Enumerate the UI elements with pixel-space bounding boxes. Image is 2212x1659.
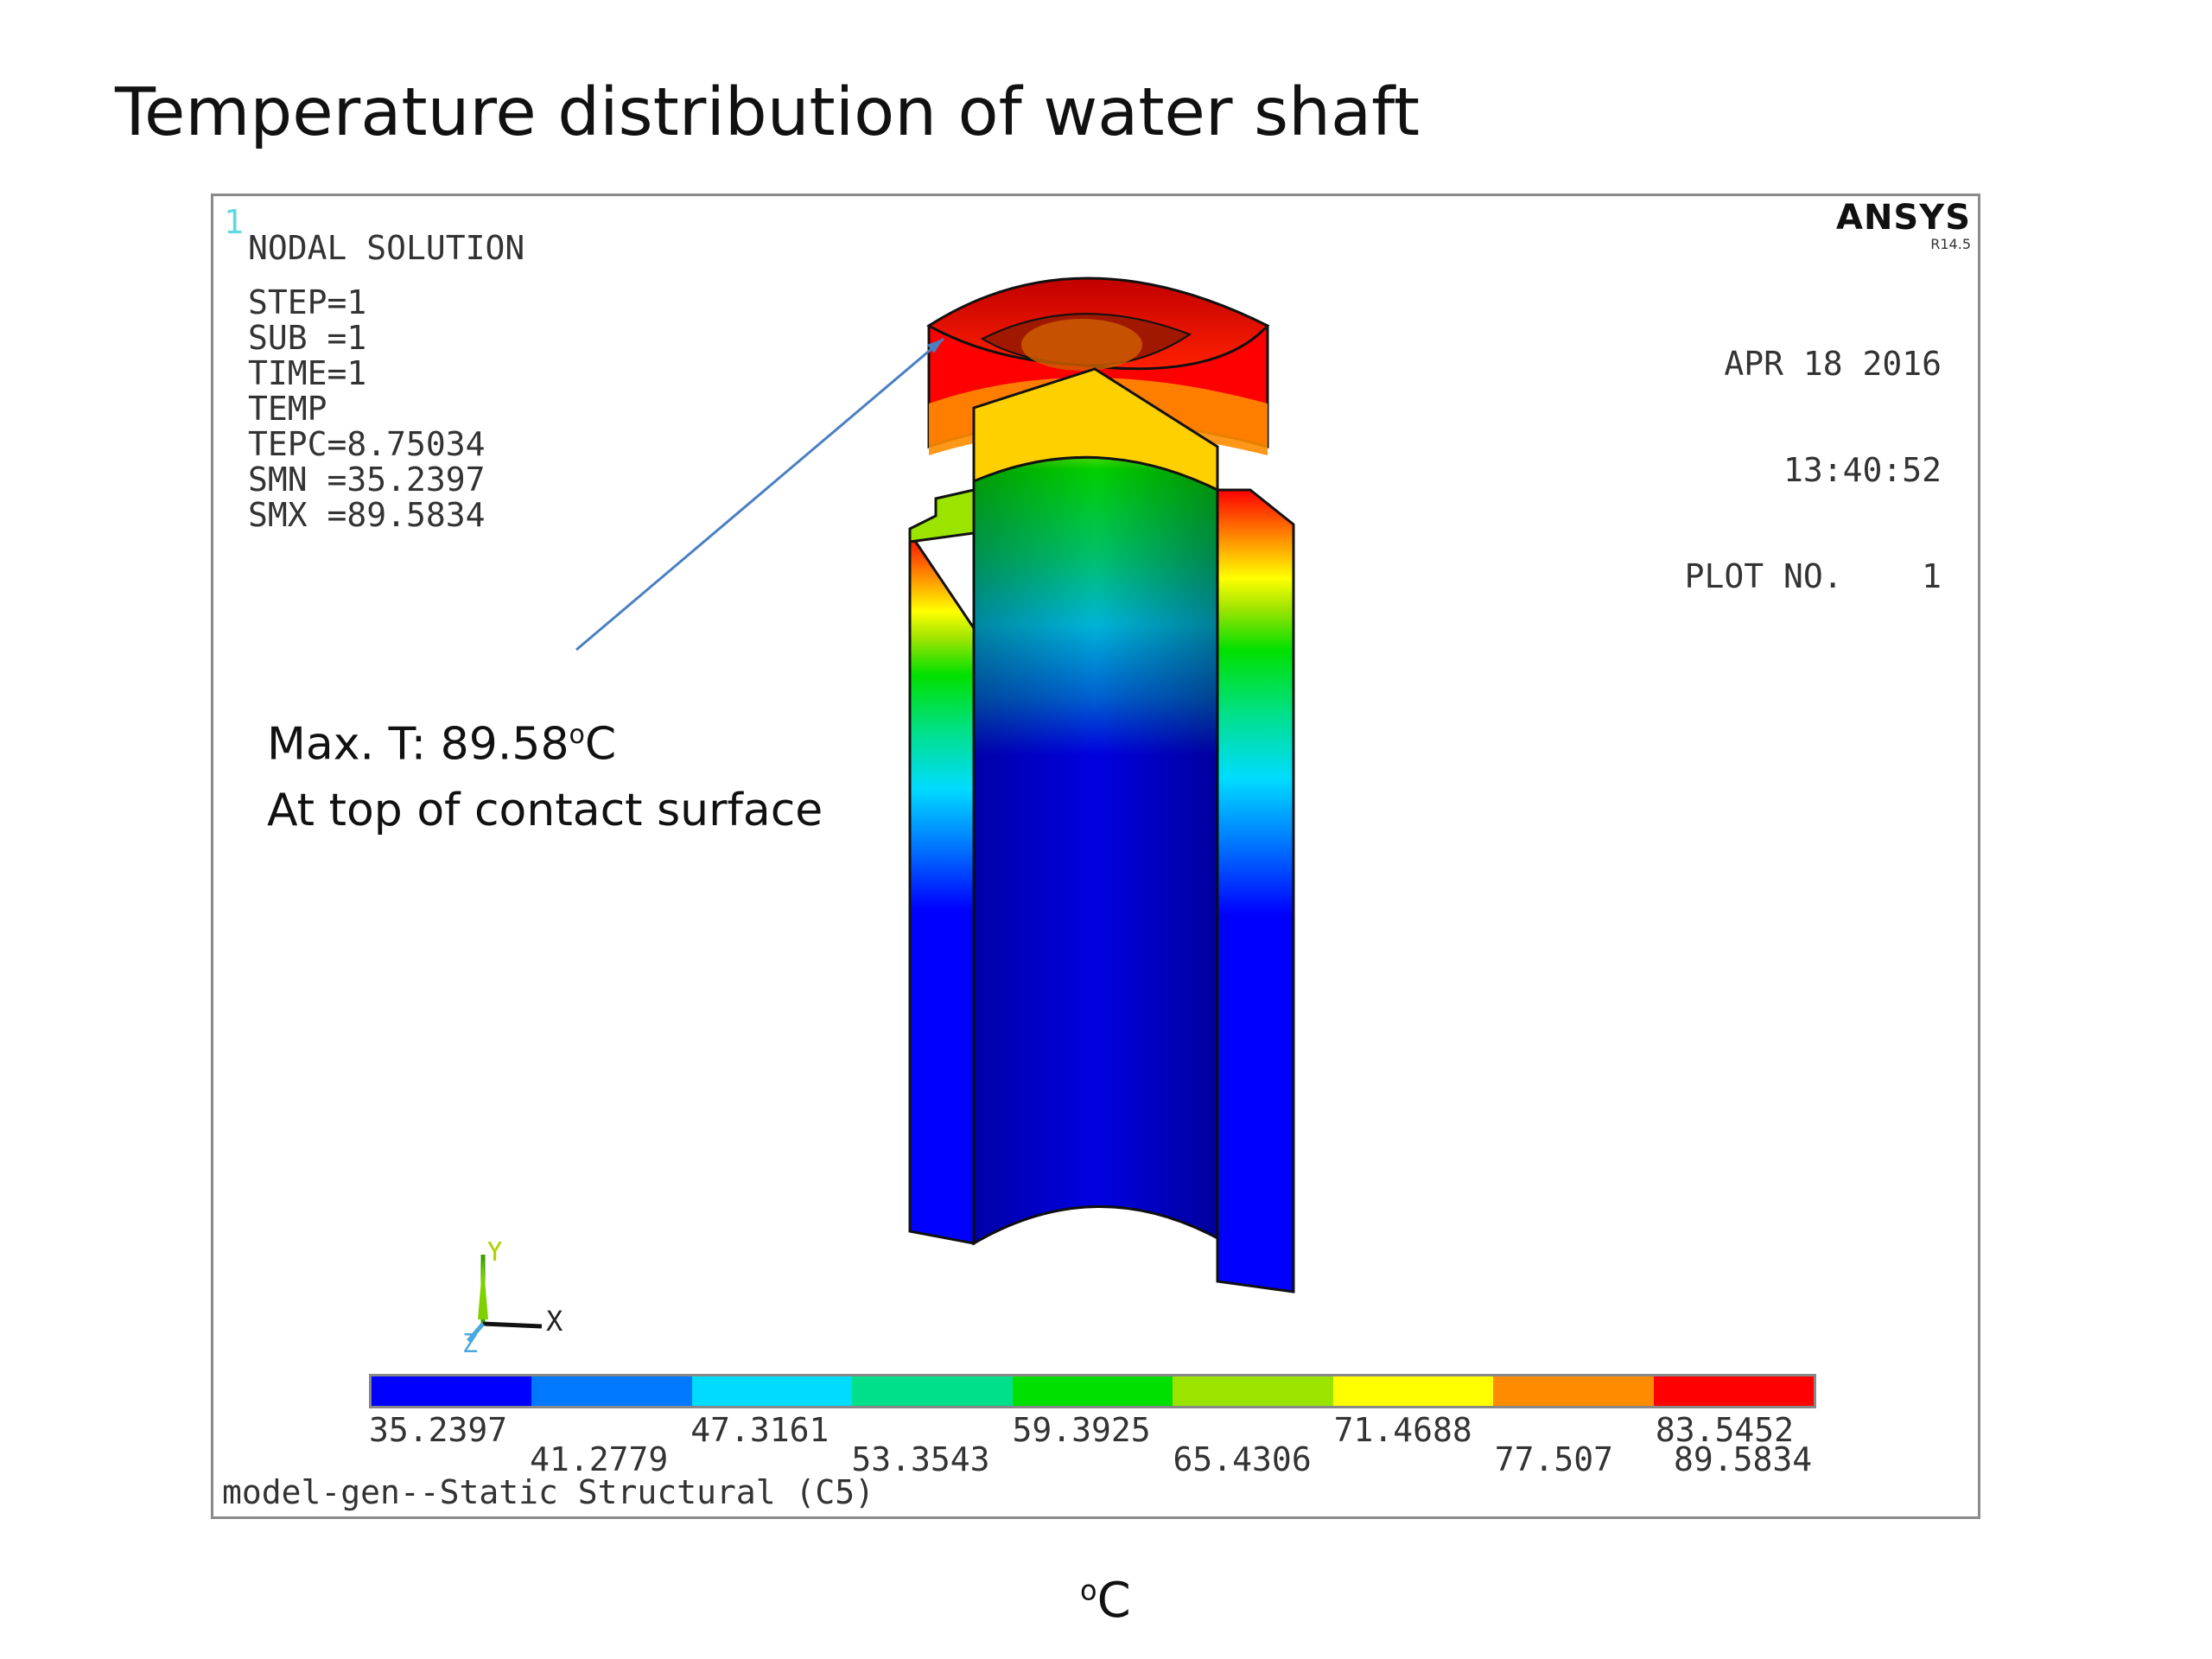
temperature-color-legend (369, 1374, 1816, 1408)
ansys-plot-window: 1 NODAL SOLUTION STEP=1 SUB =1 TIME=1 TEMP T… (211, 194, 1980, 1519)
color-legend-segment (372, 1376, 532, 1406)
plot-number-label: PLOT NO. (1684, 557, 1843, 595)
color-legend-segment (1173, 1376, 1333, 1406)
annotation-unit: C (584, 718, 617, 771)
solution-info-line: TEPC=8.75034 (248, 425, 486, 463)
solution-info: NODAL SOLUTION STEP=1 SUB =1 TIME=1 TEMP TEP… (248, 231, 524, 533)
annotation-line-1: Max. T: 89.58oC (267, 702, 823, 778)
solution-info-line: TIME=1 (248, 354, 367, 392)
color-legend-tick-label: 59.3925 (1012, 1411, 1151, 1449)
color-legend-segment (1332, 1376, 1494, 1406)
color-legend-segment (1653, 1376, 1814, 1406)
unit-label: oC (1080, 1573, 1131, 1629)
plot-number-row: PLOT NO. 1 (1685, 559, 1942, 594)
brand-name: ANSYS (1835, 198, 1971, 238)
color-legend-tick-label: 77.507 (1494, 1440, 1614, 1478)
plot-date: APR 18 2016 (1724, 345, 1942, 383)
max-temperature-annotation: Max. T: 89.58oC At top of contact surfac… (267, 702, 823, 844)
annotation-max-text: Max. T: 89.58 (267, 718, 569, 771)
color-legend-segment (1493, 1376, 1654, 1406)
color-legend-segment (852, 1376, 1013, 1406)
axis-x-label: X (546, 1305, 563, 1338)
solution-info-line: SMN =35.2397 (248, 461, 486, 499)
color-legend-tick-label: 65.4306 (1173, 1440, 1312, 1478)
axis-triad: Y X Z (462, 1242, 563, 1354)
temperature-contour-model (575, 276, 1295, 1294)
plot-number-value: 1 (1922, 557, 1942, 595)
solution-info-line: SUB =1 (248, 319, 367, 357)
color-legend-segment (531, 1376, 692, 1406)
solution-info-line: SMX =89.5834 (248, 496, 486, 534)
unit-letter: C (1096, 1573, 1131, 1629)
color-legend-segment (1012, 1376, 1173, 1406)
ansys-logo: ANSYS R14.5 (1836, 198, 1971, 252)
solution-info-line: TEMP (248, 390, 327, 428)
degree-mark: o (569, 720, 585, 750)
solution-info-line: STEP=1 (248, 283, 367, 321)
color-legend-tick-label: 47.3161 (690, 1411, 830, 1449)
model-footer: model-gen--Static Structural (C5) (222, 1473, 874, 1511)
color-legend-tick-label: 89.5834 (1674, 1440, 1813, 1478)
axis-y-label: Y (486, 1242, 503, 1268)
plot-timestamp: APR 18 2016 13:40:52 PLOT NO. 1 (1685, 276, 1942, 665)
brand-version: R14.5 (1930, 236, 1971, 252)
color-legend-tick-label: 71.4688 (1333, 1411, 1472, 1449)
color-legend-tick-label: 41.2779 (530, 1440, 669, 1478)
color-legend-tick-label: 83.5452 (1655, 1411, 1795, 1449)
solution-header: NODAL SOLUTION (248, 229, 525, 267)
slide-title: Temperature distribution of water shaft (115, 74, 1421, 151)
color-legend-tick-label: 35.2397 (369, 1411, 508, 1449)
plot-time: 13:40:52 (1783, 451, 1942, 489)
color-legend-segment (691, 1376, 853, 1406)
unit-degree: o (1080, 1573, 1097, 1607)
axis-z-label: Z (462, 1329, 478, 1354)
window-number: 1 (224, 203, 244, 241)
annotation-line-2: At top of contact surface (267, 785, 823, 837)
solution-info-lines: STEP=1 SUB =1 TIME=1 TEMP TEPC=8.75034 SMN =3… (248, 285, 524, 533)
color-legend-tick-label: 53.3543 (851, 1440, 990, 1478)
